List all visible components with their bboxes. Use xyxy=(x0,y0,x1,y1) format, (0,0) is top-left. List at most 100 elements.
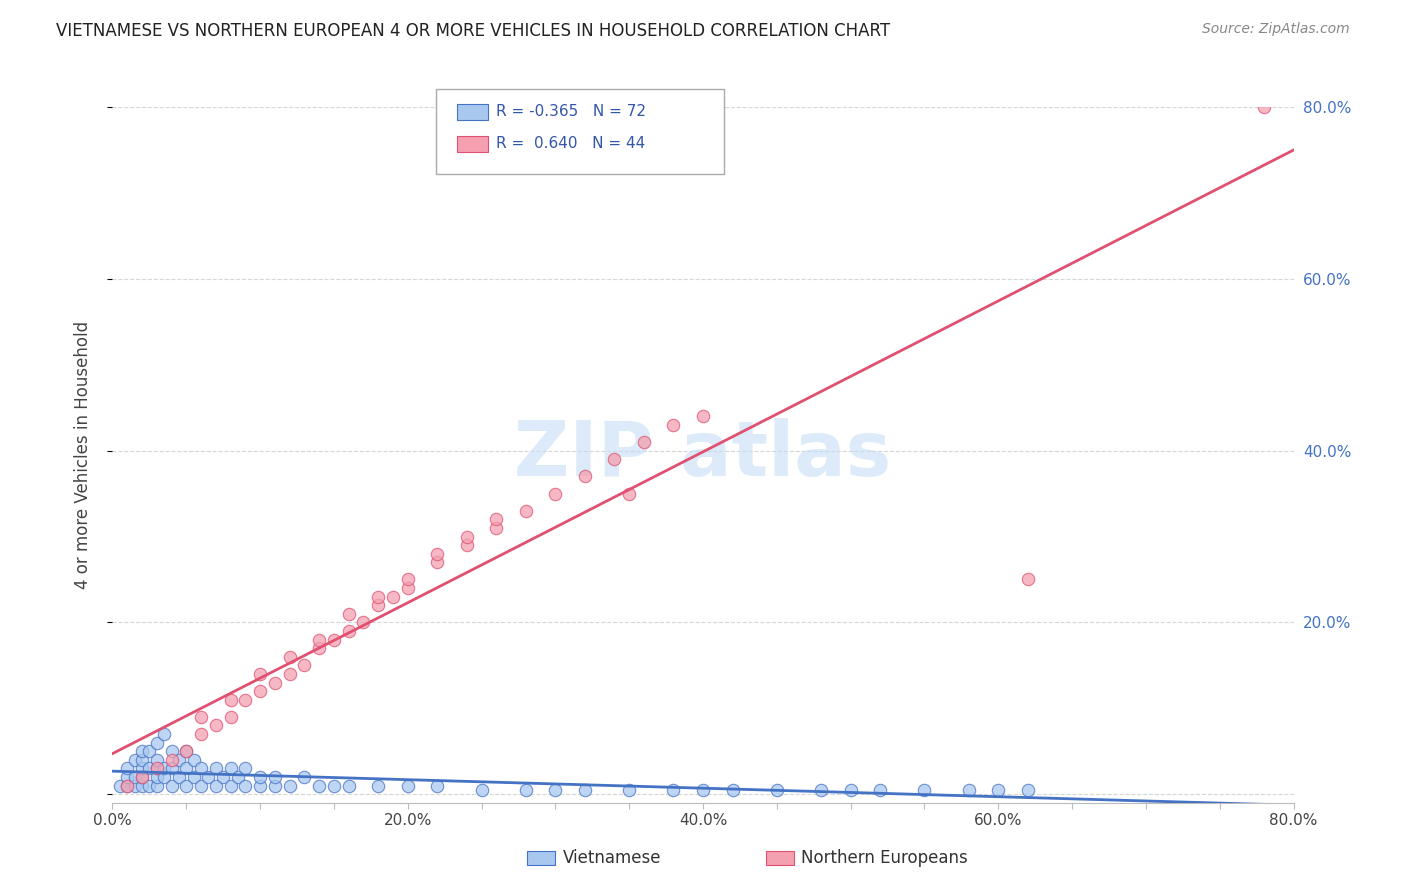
Point xyxy=(292,770,315,784)
Point xyxy=(249,770,271,784)
Text: Northern Europeans: Northern Europeans xyxy=(801,849,969,867)
Point xyxy=(183,753,205,767)
Point xyxy=(146,779,169,793)
Text: ZIP atlas: ZIP atlas xyxy=(515,418,891,491)
Text: Source: ZipAtlas.com: Source: ZipAtlas.com xyxy=(1202,22,1350,37)
Text: R =  0.640   N = 44: R = 0.640 N = 44 xyxy=(496,136,645,151)
Y-axis label: 4 or more Vehicles in Household: 4 or more Vehicles in Household xyxy=(73,321,91,589)
Point xyxy=(190,779,212,793)
Point xyxy=(138,761,160,775)
Point xyxy=(219,779,242,793)
Point xyxy=(190,761,212,775)
Point xyxy=(205,761,228,775)
Point xyxy=(574,469,596,483)
Point xyxy=(131,761,153,775)
Point xyxy=(367,779,389,793)
Point xyxy=(470,783,494,797)
Point xyxy=(233,779,256,793)
Point xyxy=(957,783,980,797)
Point xyxy=(146,753,169,767)
Point xyxy=(337,624,360,638)
Point xyxy=(249,684,271,698)
Point xyxy=(515,504,537,518)
Point xyxy=(117,761,138,775)
Point xyxy=(515,783,537,797)
Point xyxy=(205,779,228,793)
Point xyxy=(574,783,596,797)
Point xyxy=(278,779,301,793)
Point xyxy=(692,409,714,424)
Point xyxy=(153,770,176,784)
Point xyxy=(396,573,419,587)
Point xyxy=(117,779,138,793)
Point xyxy=(456,529,478,543)
Point xyxy=(619,783,641,797)
Point xyxy=(662,417,685,432)
Point xyxy=(1253,100,1275,114)
Point xyxy=(146,736,169,750)
Point xyxy=(810,783,832,797)
Point xyxy=(174,744,197,758)
Point xyxy=(167,770,190,784)
Point xyxy=(226,770,249,784)
Point xyxy=(766,783,789,797)
Point xyxy=(264,770,287,784)
Point xyxy=(146,761,169,775)
Point xyxy=(117,779,138,793)
Point xyxy=(212,770,235,784)
Point xyxy=(219,710,242,724)
Point xyxy=(308,641,330,656)
Point xyxy=(160,761,183,775)
Point xyxy=(264,675,287,690)
Point xyxy=(153,761,176,775)
Point xyxy=(233,692,256,706)
Point xyxy=(174,744,197,758)
Point xyxy=(131,744,153,758)
Point xyxy=(426,555,449,569)
Point xyxy=(190,727,212,741)
Point xyxy=(485,512,508,526)
Text: Vietnamese: Vietnamese xyxy=(562,849,661,867)
Point xyxy=(117,770,138,784)
Point xyxy=(337,779,360,793)
Point xyxy=(138,779,160,793)
Point xyxy=(323,632,346,647)
Point xyxy=(174,761,197,775)
Point xyxy=(1017,783,1039,797)
Point xyxy=(396,581,419,595)
Point xyxy=(249,667,271,681)
Point xyxy=(603,452,626,467)
Point xyxy=(124,770,146,784)
Point xyxy=(131,779,153,793)
Text: R = -0.365   N = 72: R = -0.365 N = 72 xyxy=(496,104,647,119)
Point xyxy=(219,761,242,775)
Point xyxy=(352,615,374,630)
Point xyxy=(278,649,301,664)
Point xyxy=(662,783,685,797)
Text: VIETNAMESE VS NORTHERN EUROPEAN 4 OR MORE VEHICLES IN HOUSEHOLD CORRELATION CHAR: VIETNAMESE VS NORTHERN EUROPEAN 4 OR MOR… xyxy=(56,22,890,40)
Point xyxy=(131,753,153,767)
Point xyxy=(190,710,212,724)
Point xyxy=(337,607,360,621)
Point xyxy=(914,783,936,797)
Point xyxy=(396,779,419,793)
Point xyxy=(292,658,315,673)
Point xyxy=(382,590,405,604)
Point xyxy=(138,744,160,758)
Point xyxy=(160,753,183,767)
Point xyxy=(721,783,744,797)
Point xyxy=(619,486,641,500)
Point xyxy=(278,667,301,681)
Point xyxy=(108,779,131,793)
Point xyxy=(456,538,478,552)
Point xyxy=(124,753,146,767)
Point xyxy=(160,744,183,758)
Point xyxy=(167,753,190,767)
Point xyxy=(131,770,153,784)
Point xyxy=(367,590,389,604)
Point xyxy=(367,599,389,613)
Point xyxy=(869,783,891,797)
Point xyxy=(160,779,183,793)
Point xyxy=(219,692,242,706)
Point xyxy=(692,783,714,797)
